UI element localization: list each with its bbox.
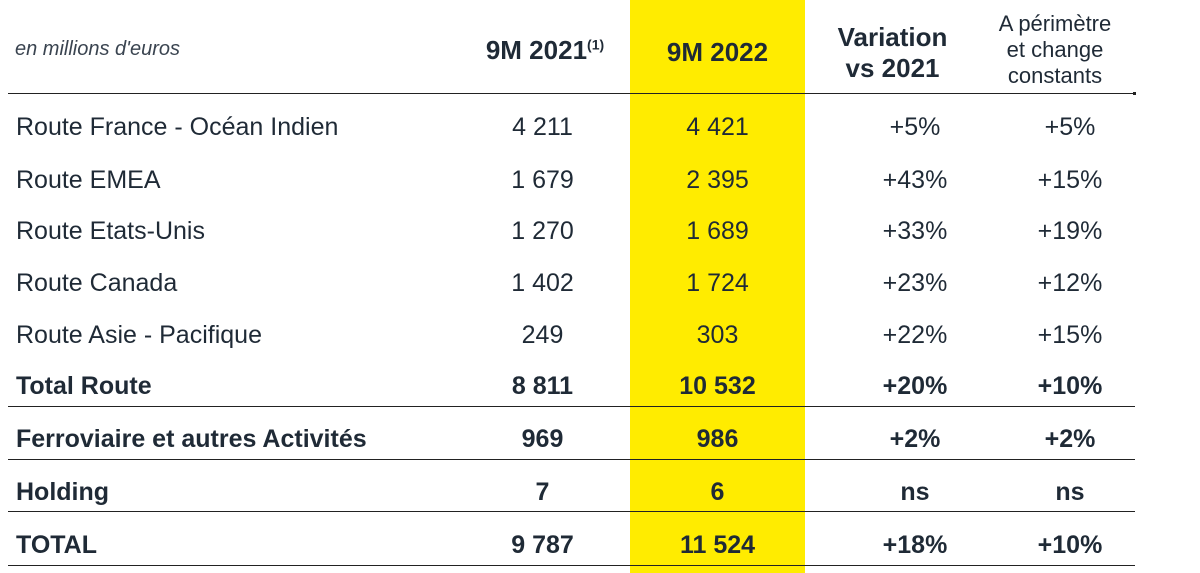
header-constant-line2: et change	[1006, 37, 1104, 62]
row-constant: ns	[1055, 478, 1085, 506]
table-row: Route Canada 1 402 1 724 +23% +12%	[0, 263, 1200, 303]
unit-label: en millions d'euros	[15, 38, 181, 60]
row-value-2021: 1 679	[511, 166, 574, 194]
row-variation: +20%	[882, 372, 948, 400]
row-variation: +2%	[889, 425, 941, 453]
row-value-2021: 8 811	[511, 372, 574, 400]
row-value-2022: 303	[696, 321, 739, 349]
footnote-marker: (1)	[587, 36, 605, 53]
row-constant: +15%	[1037, 166, 1103, 194]
row-variation: +33%	[882, 217, 948, 245]
table-row: Route France - Océan Indien 4 211 4 421 …	[0, 107, 1200, 147]
header-9m-2021: 9M 2021(1)	[470, 35, 620, 66]
row-label: Route Asie - Pacifique	[16, 321, 262, 349]
table-row-total: TOTAL 9 787 11 524 +18% +10%	[0, 525, 1200, 565]
table-row-total-route: Total Route 8 811 10 532 +20% +10%	[0, 366, 1200, 406]
table-row: Route Etats-Unis 1 270 1 689 +33% +19%	[0, 211, 1200, 251]
header-variation-line2: vs 2021	[845, 53, 940, 83]
row-value-2021: 1 402	[511, 269, 574, 297]
row-value-2021: 969	[521, 425, 564, 453]
row-label: Route France - Océan Indien	[16, 113, 339, 141]
row-value-2022: 1 689	[686, 217, 749, 245]
row-constant: +19%	[1037, 217, 1103, 245]
header-rule-dot	[1133, 92, 1136, 95]
row-variation: +43%	[882, 166, 948, 194]
highlight-column-2022	[630, 0, 805, 573]
table-row-ferroviaire: Ferroviaire et autres Activités 969 986 …	[0, 419, 1200, 459]
row-label: Route Canada	[16, 269, 178, 297]
row-value-2022: 10 532	[679, 372, 756, 400]
row-label: Route EMEA	[16, 166, 161, 194]
section-rule	[8, 406, 1135, 407]
row-label: Ferroviaire et autres Activités	[16, 425, 367, 453]
row-value-2021: 1 270	[511, 217, 574, 245]
row-variation: ns	[900, 478, 930, 506]
row-label: Route Etats-Unis	[16, 217, 205, 245]
section-rule	[8, 459, 1135, 460]
row-variation: +18%	[882, 531, 948, 559]
row-value-2021: 9 787	[511, 531, 574, 559]
row-constant: +10%	[1037, 372, 1103, 400]
header-variation: Variation vs 2021	[805, 22, 980, 84]
section-rule	[8, 511, 1135, 512]
row-value-2021: 7	[535, 478, 550, 506]
row-value-2022: 1 724	[686, 269, 749, 297]
bottom-rule	[8, 565, 1135, 566]
header-9m-2021-text: 9M 2021	[485, 35, 588, 65]
row-value-2022: 6	[710, 478, 725, 506]
row-value-2022: 986	[696, 425, 739, 453]
row-variation: +22%	[882, 321, 948, 349]
header-rule	[8, 93, 1135, 94]
row-value-2021: 4 211	[512, 113, 573, 141]
row-constant: +12%	[1037, 269, 1103, 297]
row-constant: +5%	[1044, 113, 1096, 141]
row-label: Total Route	[16, 372, 152, 400]
row-constant: +2%	[1044, 425, 1096, 453]
header-variation-line1: Variation	[837, 22, 948, 52]
row-variation: +5%	[889, 113, 941, 141]
header-constant: A périmètre et change constants	[970, 11, 1140, 89]
row-value-2022: 4 421	[686, 113, 749, 141]
row-value-2022: 11 524	[679, 531, 756, 559]
row-constant: +15%	[1037, 321, 1103, 349]
table-row: Route EMEA 1 679 2 395 +43% +15%	[0, 160, 1200, 200]
row-constant: +10%	[1037, 531, 1103, 559]
header-constant-line3: constants	[1007, 63, 1103, 88]
table-row: Route Asie - Pacifique 249 303 +22% +15%	[0, 315, 1200, 355]
header-9m-2022: 9M 2022	[666, 37, 769, 67]
row-label: TOTAL	[16, 531, 98, 559]
row-value-2022: 2 395	[686, 166, 749, 194]
row-label: Holding	[16, 478, 110, 506]
table-row-holding: Holding 7 6 ns ns	[0, 472, 1200, 512]
row-value-2021: 249	[521, 321, 564, 349]
header-constant-line1: A périmètre	[998, 11, 1112, 36]
row-variation: +23%	[882, 269, 948, 297]
